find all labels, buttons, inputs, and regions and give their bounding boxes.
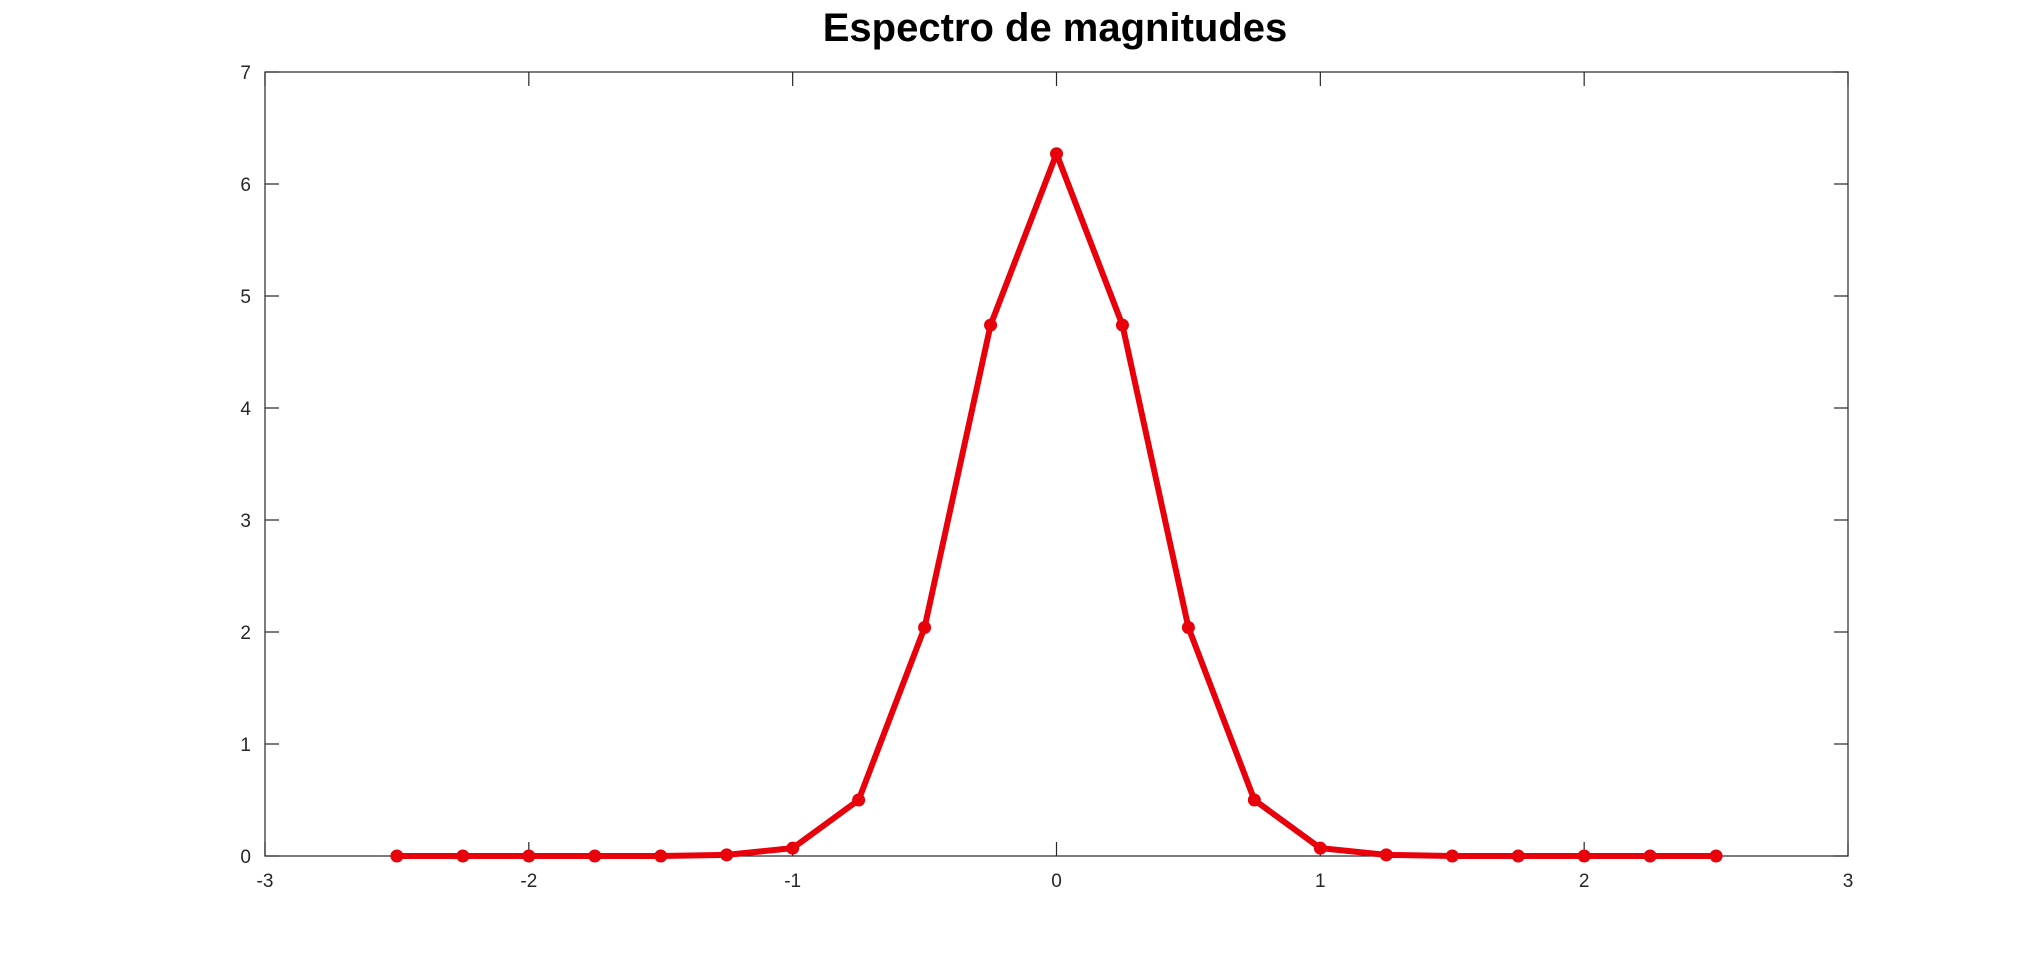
data-point (720, 848, 734, 862)
series-line (393, 150, 1720, 859)
chart-title: Espectro de magnitudes (823, 6, 1288, 50)
data-point (522, 849, 536, 863)
data-point (456, 849, 470, 863)
data-point (390, 849, 404, 863)
x-tick-label: -3 (257, 871, 274, 892)
y-tick-label: 4 (240, 399, 251, 420)
data-point (1577, 849, 1591, 863)
data-point (984, 318, 998, 332)
data-point (654, 849, 668, 863)
y-tick-label: 2 (240, 623, 251, 644)
y-axis-tick-labels: 0 1 2 3 4 5 6 7 (240, 63, 251, 868)
data-point (1313, 841, 1327, 855)
axis-ticks (264, 71, 1849, 857)
y-tick-label: 7 (240, 63, 251, 84)
data-point (1511, 849, 1525, 863)
y-tick-label: 5 (240, 287, 251, 308)
data-point (918, 621, 932, 635)
data-point (588, 849, 602, 863)
data-series (390, 147, 1723, 863)
x-tick-label: 1 (1315, 871, 1326, 892)
x-tick-label: -1 (784, 871, 801, 892)
data-point (786, 841, 800, 855)
data-point (1247, 793, 1261, 807)
x-tick-label: 0 (1051, 871, 1062, 892)
x-axis-tick-labels: -3 -2 -1 0 1 2 3 (257, 871, 1854, 892)
data-point (1379, 848, 1393, 862)
data-point (1643, 849, 1657, 863)
x-tick-label: -2 (520, 871, 537, 892)
data-point (852, 793, 866, 807)
y-tick-label: 3 (240, 511, 251, 532)
plot-area (264, 71, 1849, 857)
data-point (1050, 147, 1063, 161)
data-point (1709, 849, 1723, 863)
data-point (1181, 621, 1195, 635)
x-tick-label: 2 (1579, 871, 1590, 892)
y-tick-label: 1 (240, 735, 251, 756)
y-tick-label: 0 (240, 847, 251, 868)
x-tick-label: 3 (1843, 871, 1854, 892)
data-point (1115, 318, 1129, 332)
data-point (1445, 849, 1459, 863)
y-tick-label: 6 (240, 175, 251, 196)
